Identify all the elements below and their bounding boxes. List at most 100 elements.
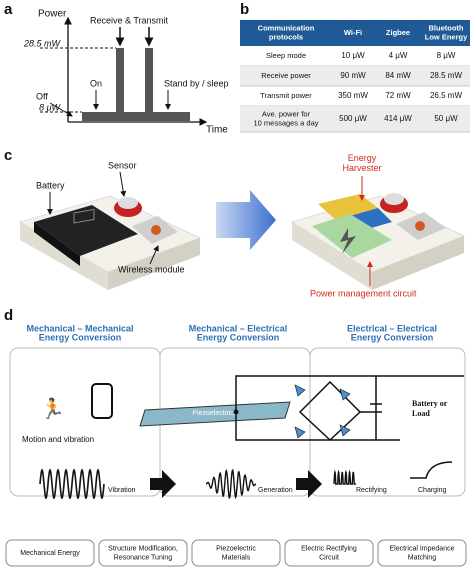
- table-header: Bluetooth Low Energy: [425, 23, 468, 41]
- bottom-box: [5, 539, 95, 567]
- caption: Battery or Load: [412, 399, 448, 418]
- text-line: Low Energy: [425, 32, 468, 41]
- bottom-label: Structure Modification, Resonance Tuning: [108, 545, 178, 561]
- text-line: Energy Conversion: [197, 333, 280, 343]
- circle-shape: [415, 221, 425, 231]
- rect-shape: [309, 347, 466, 497]
- table-header: Wi-Fi: [344, 28, 362, 37]
- table-cell: Receive power: [261, 71, 311, 80]
- bottom-box: [98, 539, 188, 567]
- table-cell: 4 μW: [389, 51, 408, 60]
- path-shape: [108, 238, 200, 290]
- text-line: protocols: [269, 32, 303, 41]
- diode: [294, 426, 306, 439]
- text-line: Zigbee: [386, 28, 410, 37]
- bottom-box: [284, 539, 374, 567]
- text-line: Ave. power for: [262, 109, 311, 118]
- text-line: Matching: [408, 554, 437, 561]
- section-header: Electrical – Electrical Energy Conversion: [347, 324, 437, 343]
- bottom-label: Electric Rectifying Circuit: [301, 545, 357, 561]
- bottom-box: [191, 539, 281, 567]
- table-cell: Ave. power for 10 messages a day: [253, 109, 318, 127]
- text-line: Mechanical – Mechanical: [26, 324, 133, 334]
- device-label: Power management circuit: [310, 288, 417, 298]
- diode: [339, 424, 351, 437]
- bottom-label: Electrical Impedance Matching: [390, 545, 455, 561]
- table-cell: Sleep mode: [266, 51, 306, 60]
- path-shape: [372, 236, 464, 290]
- table-cell: 26.5 mW: [430, 91, 462, 100]
- tspan-shape: Energy: [348, 153, 377, 163]
- panel-label: c: [4, 147, 12, 164]
- panel-label: b: [240, 1, 249, 18]
- caption: Piezoelectrics: [192, 410, 236, 417]
- text-line: Electric Rectifying: [301, 545, 357, 552]
- text-line: Sleep mode: [266, 51, 306, 60]
- text-line: Communication: [258, 23, 315, 32]
- section-header: Mechanical – Electrical Energy Conversion: [189, 324, 288, 343]
- table-cell: 90 mW: [340, 71, 366, 80]
- vibration-wave: [39, 468, 105, 500]
- caption: Rectifying: [356, 487, 387, 494]
- ellipse-shape: [384, 193, 404, 205]
- table-cell: 72 mW: [385, 91, 411, 100]
- panel-a: a Power Time 28.5 mW 8 μW Off On Receive…: [4, 1, 229, 136]
- text-line: Electrical – Electrical: [347, 324, 437, 334]
- table-cell: 84 mW: [385, 71, 411, 80]
- power-waveform: [68, 48, 190, 121]
- text-line: 10 messages a day: [253, 118, 318, 127]
- path-shape: [340, 228, 356, 254]
- text-line: Resonance Tuning: [114, 554, 172, 561]
- circle-shape: [151, 225, 161, 235]
- text-line: Electrical Impedance: [390, 545, 455, 552]
- text-line: Wi-Fi: [344, 28, 362, 37]
- table-cell: 50 μW: [434, 114, 458, 123]
- annotation: Off: [36, 91, 48, 101]
- rect-shape: [9, 347, 161, 497]
- section-header: Mechanical – Mechanical Energy Conversion: [26, 324, 133, 343]
- text-line: Receive power: [261, 71, 311, 80]
- table-header: Zigbee: [386, 28, 410, 37]
- path-shape: [360, 376, 382, 440]
- ellipse-shape: [118, 197, 138, 209]
- rectified-wave: [333, 469, 356, 485]
- panel-b: b Communication protocols Wi-Fi Zigbee Bluet…: [240, 1, 470, 133]
- caption: Generation: [258, 487, 293, 494]
- caption: Charging: [418, 487, 447, 494]
- tspan-shape: Harvester: [342, 163, 381, 173]
- text-line: Energy Conversion: [351, 333, 434, 343]
- x-axis-label: Time: [206, 125, 228, 136]
- path-shape: [292, 222, 372, 290]
- table-cell: 28.5 mW: [430, 71, 462, 80]
- path-shape: [298, 380, 362, 442]
- tspan-shape: Load: [412, 409, 430, 418]
- panel-d: d 🏃 Motion and vibration Piezoelectrics …: [4, 307, 467, 567]
- device-label: Battery: [36, 180, 65, 190]
- table-header-bg: [240, 20, 470, 46]
- path-shape: [20, 222, 108, 290]
- y-axis-label: Power: [38, 9, 67, 20]
- caption: Vibration: [108, 487, 136, 494]
- rect-shape: [91, 383, 113, 419]
- text-line: Energy Conversion: [39, 333, 122, 343]
- panel-c: c Battery Sensor Wireless module Energy H…: [4, 147, 466, 298]
- path-shape: [235, 375, 464, 441]
- annotation: On: [90, 78, 102, 88]
- generation-wave: [205, 468, 257, 500]
- path-shape: [296, 470, 322, 498]
- text-line: Materials: [222, 554, 251, 561]
- caption: Motion and vibration: [22, 435, 94, 444]
- bottom-box: [377, 539, 467, 567]
- text-line: Circuit: [319, 554, 339, 561]
- device-label: Energy Harvester: [342, 153, 381, 173]
- table-cell: 8 μW: [437, 51, 456, 60]
- path-shape: [312, 214, 392, 258]
- table-header: Communication protocols: [258, 23, 315, 41]
- path-shape: [139, 401, 291, 427]
- line-shape: [149, 245, 159, 265]
- path-shape: [34, 205, 138, 256]
- diode: [339, 388, 351, 401]
- line-shape: [119, 171, 127, 197]
- device-label: Sensor: [108, 160, 137, 170]
